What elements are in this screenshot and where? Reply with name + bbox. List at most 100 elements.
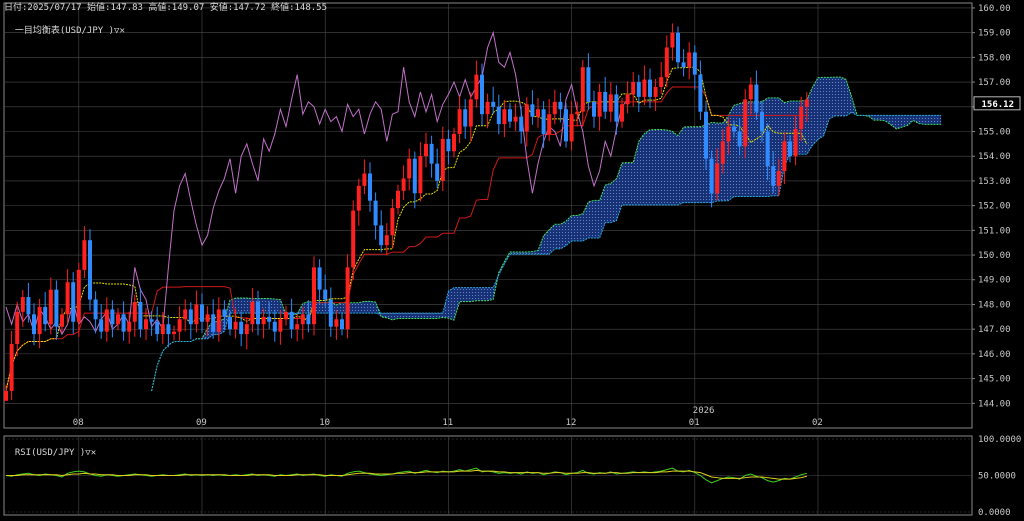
bearish-candle <box>323 289 328 300</box>
month-label: 10 <box>319 418 330 428</box>
bearish-candle <box>519 116 524 132</box>
bearish-candle <box>340 319 344 330</box>
bearish-candle <box>564 109 568 142</box>
bearish-candle <box>429 143 434 164</box>
bullish-candle <box>127 321 132 332</box>
bearish-candle <box>138 301 143 330</box>
bearish-candle <box>256 301 260 325</box>
rsi-tick-label: 100.0000 <box>978 435 1021 445</box>
bearish-candle <box>704 111 708 159</box>
bearish-candle <box>166 324 171 335</box>
bullish-candle <box>15 311 20 344</box>
price-tick-label: 147.00 <box>978 325 1011 335</box>
bearish-candle <box>788 141 792 157</box>
bearish-candle <box>289 311 294 330</box>
bullish-candle <box>82 240 87 270</box>
bearish-candle <box>272 321 277 332</box>
price-tick-label: 152.00 <box>978 202 1011 212</box>
bullish-candle <box>76 269 81 322</box>
bearish-candle <box>508 109 512 122</box>
bullish-candle <box>793 129 798 157</box>
bullish-candle <box>20 297 25 312</box>
lagging-span <box>5 30 628 336</box>
bullish-candle <box>748 84 753 100</box>
current-price-box <box>973 96 1021 111</box>
bullish-candle <box>194 304 199 325</box>
bullish-candle <box>356 185 361 211</box>
bullish-candle <box>244 324 249 335</box>
rsi-axis: 0.0000 50.0000 100.0000 <box>978 435 1021 518</box>
bullish-candle <box>216 309 221 332</box>
bearish-candle <box>765 131 770 167</box>
main-indicator-label[interactable]: 一目均衡表(USD/JPY )▽✕ <box>4 15 125 37</box>
bullish-candle <box>799 106 804 130</box>
bearish-candle <box>636 82 641 97</box>
bearish-candle <box>737 131 742 147</box>
bullish-candle <box>132 301 137 322</box>
bullish-candle <box>782 141 787 172</box>
bullish-candle <box>300 314 305 325</box>
bullish-candle <box>687 52 692 68</box>
price-tick-label: 160.00 <box>978 4 1011 14</box>
bullish-candle <box>284 311 288 320</box>
bearish-candle <box>592 101 596 117</box>
main-indicator-name: 一目均衡表(USD/JPY ) <box>14 26 115 36</box>
bullish-candle <box>513 116 518 122</box>
bearish-candle <box>480 74 484 115</box>
price-tick-label: 145.00 <box>978 375 1011 385</box>
candlesticks[interactable] <box>4 23 809 401</box>
bullish-candle <box>144 319 148 330</box>
price-tick-label: 144.00 <box>978 399 1011 409</box>
bullish-candle <box>468 99 473 127</box>
bullish-candle <box>104 309 109 332</box>
bullish-candle <box>418 156 423 194</box>
bearish-candle <box>379 225 384 246</box>
bearish-candle <box>603 91 608 112</box>
bullish-candle <box>424 143 428 157</box>
price-tick-label: 151.00 <box>978 226 1011 236</box>
bearish-candle <box>648 79 652 97</box>
bullish-candle <box>457 109 462 134</box>
ohlc-readout: 日付:2025/07/17 始値:147.83 高値:149.07 安値:147… <box>4 3 327 13</box>
bearish-candle <box>412 158 417 194</box>
bullish-candle <box>659 77 664 88</box>
price-tick-label: 150.00 <box>978 251 1011 261</box>
month-label: 11 <box>442 418 453 428</box>
bearish-candle <box>491 101 496 107</box>
sub-indicator-label[interactable]: RSI(USD/JPY )▽✕ <box>4 437 96 459</box>
bullish-candle <box>334 319 339 327</box>
bullish-candle <box>401 178 406 191</box>
bearish-candle <box>267 316 272 322</box>
bearish-candle <box>558 101 563 110</box>
bearish-candle <box>54 289 59 327</box>
bullish-candle <box>295 324 300 330</box>
bearish-candle <box>771 166 776 186</box>
bearish-candle <box>692 52 697 75</box>
bearish-candle <box>676 32 680 63</box>
price-tick-label: 155.00 <box>978 127 1011 137</box>
bullish-candle <box>250 301 255 325</box>
rsi-settings-close-icon[interactable]: ▽✕ <box>85 448 97 458</box>
bearish-candle <box>698 74 703 112</box>
month-label: 09 <box>196 418 207 428</box>
month-label: 08 <box>73 418 84 428</box>
bullish-candle <box>396 190 400 209</box>
bearish-candle <box>110 309 115 325</box>
bullish-candle <box>776 171 781 186</box>
bullish-candle <box>625 94 630 105</box>
bullish-candle <box>580 67 585 112</box>
bearish-candle <box>681 62 686 68</box>
bearish-candle <box>435 163 440 181</box>
price-tick-label: 157.00 <box>978 78 1011 88</box>
indicator-settings-close-icon[interactable]: ▽✕ <box>114 26 125 36</box>
bearish-candle <box>26 297 31 315</box>
bearish-candle <box>99 319 104 332</box>
bullish-candle <box>4 390 8 401</box>
bullish-candle <box>65 282 70 315</box>
bullish-candle <box>233 321 238 330</box>
bearish-candle <box>614 94 619 122</box>
bullish-candle <box>60 314 64 327</box>
bullish-candle <box>620 104 624 122</box>
price-panel-frame <box>3 2 973 429</box>
